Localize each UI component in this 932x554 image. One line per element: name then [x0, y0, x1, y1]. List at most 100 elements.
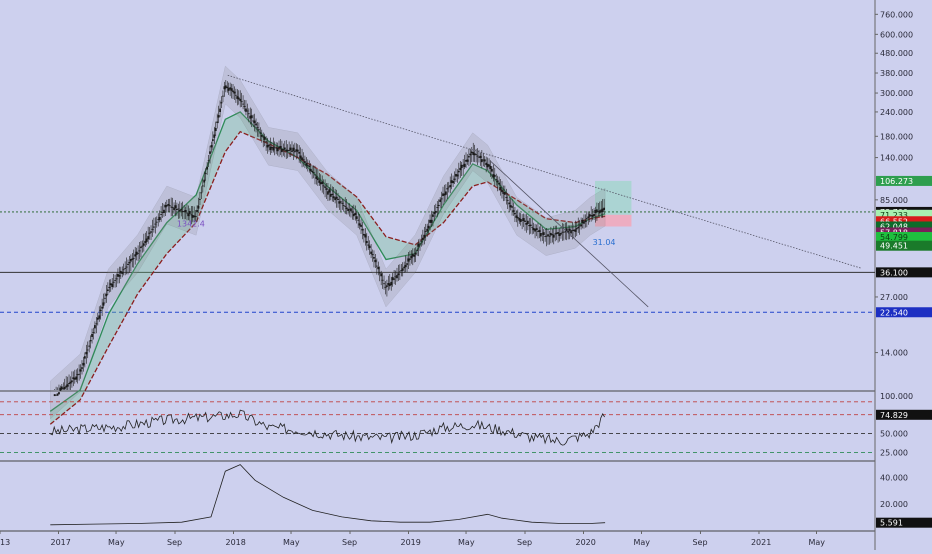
- candle-body: [476, 155, 479, 157]
- candle-body: [427, 225, 430, 229]
- candle-body: [489, 165, 492, 170]
- rsi-current-label: 74.829: [880, 411, 908, 420]
- candle-body: [268, 144, 270, 147]
- price-tick-label: 240.000: [880, 108, 913, 117]
- candle-body: [347, 208, 349, 211]
- candle-body: [188, 211, 191, 214]
- candle-body: [305, 163, 308, 166]
- rsi-current-badge: [876, 409, 932, 420]
- price-tick-label: 760.000: [880, 10, 913, 19]
- candle-body: [121, 271, 124, 274]
- time-tick-label: 2020: [575, 538, 595, 547]
- candle-body: [470, 151, 473, 154]
- candle-body: [204, 173, 207, 175]
- candle-body: [561, 231, 564, 233]
- candle-body: [237, 97, 240, 100]
- price-badge-label: 22.540: [880, 308, 908, 317]
- candle-body: [101, 306, 104, 309]
- time-tick-label: May: [809, 538, 826, 547]
- candle-body: [544, 236, 547, 237]
- candle-body: [150, 231, 152, 233]
- candle-body: [594, 209, 597, 214]
- candle-body: [548, 235, 551, 237]
- candle-body: [171, 207, 174, 208]
- candle-body: [495, 179, 498, 181]
- candle-body: [465, 159, 467, 162]
- candle-body: [99, 309, 102, 312]
- candle-body: [164, 205, 167, 208]
- candle-body: [411, 253, 414, 257]
- candle-body: [493, 175, 496, 177]
- candle-body: [555, 232, 558, 235]
- candle-body: [365, 240, 368, 244]
- candle-body: [381, 279, 384, 281]
- candle-body: [479, 155, 482, 158]
- price-tick-label: 380.000: [880, 69, 913, 78]
- candle-body: [125, 266, 128, 268]
- price-badge: [876, 209, 932, 220]
- price-badge-label: 49.451: [880, 242, 908, 251]
- candle-body: [482, 159, 485, 161]
- price-badge: [876, 240, 932, 251]
- candle-body: [311, 170, 314, 172]
- candle-body: [233, 91, 236, 94]
- candle-body: [219, 108, 221, 113]
- candle-body: [114, 280, 116, 281]
- candle-body: [245, 108, 247, 112]
- candle-body: [122, 269, 125, 271]
- candle-body: [545, 235, 548, 237]
- candle-body: [135, 251, 138, 255]
- candle-body: [134, 254, 137, 257]
- candle-body: [243, 106, 246, 107]
- candle-body: [131, 258, 134, 260]
- candle-body: [396, 275, 398, 279]
- candle-body: [141, 245, 144, 247]
- candle-body: [285, 149, 288, 152]
- candle-body: [153, 226, 155, 228]
- candle-body: [383, 283, 385, 285]
- candle-body: [108, 286, 111, 288]
- candle-body: [522, 218, 525, 221]
- candle-body: [206, 166, 209, 170]
- candle-body: [414, 252, 417, 255]
- price-tick-label: 300.000: [880, 89, 913, 98]
- bottom-current-label: 5.591: [880, 519, 903, 528]
- candle-body: [253, 120, 256, 123]
- candle-body: [86, 349, 89, 351]
- candle-body: [258, 129, 260, 131]
- candle-body: [526, 220, 529, 224]
- candle-body: [142, 243, 145, 246]
- time-tick-label: May: [108, 538, 125, 547]
- candle-body: [127, 263, 129, 265]
- time-tick-label: 13: [0, 538, 10, 547]
- candle-body: [144, 240, 147, 243]
- price-tick-label: 480.000: [880, 49, 913, 58]
- candle-body: [262, 136, 265, 138]
- candle-body: [138, 250, 141, 252]
- candle-body: [329, 193, 332, 197]
- candle-body: [91, 333, 93, 338]
- candle-body: [286, 149, 289, 152]
- ema-slow-line: [49, 130, 606, 425]
- candle-body: [60, 386, 63, 390]
- candle-body: [519, 218, 522, 222]
- candle-body: [53, 394, 56, 397]
- candle-body: [81, 367, 83, 369]
- candle-body: [460, 164, 463, 169]
- candle-body: [554, 233, 557, 235]
- candle-body: [265, 141, 267, 143]
- candle-body: [570, 230, 572, 234]
- candle-body: [190, 214, 193, 216]
- candle-body: [567, 231, 570, 233]
- bottom-line: [50, 464, 606, 526]
- candle-body: [279, 145, 282, 149]
- candle-body: [278, 146, 280, 149]
- candle-body: [406, 263, 408, 265]
- candle-body: [95, 323, 98, 325]
- candle-body: [367, 244, 370, 246]
- candle-body: [503, 191, 506, 195]
- price-badge-label: 62.048: [880, 222, 908, 231]
- candle-body: [593, 213, 595, 217]
